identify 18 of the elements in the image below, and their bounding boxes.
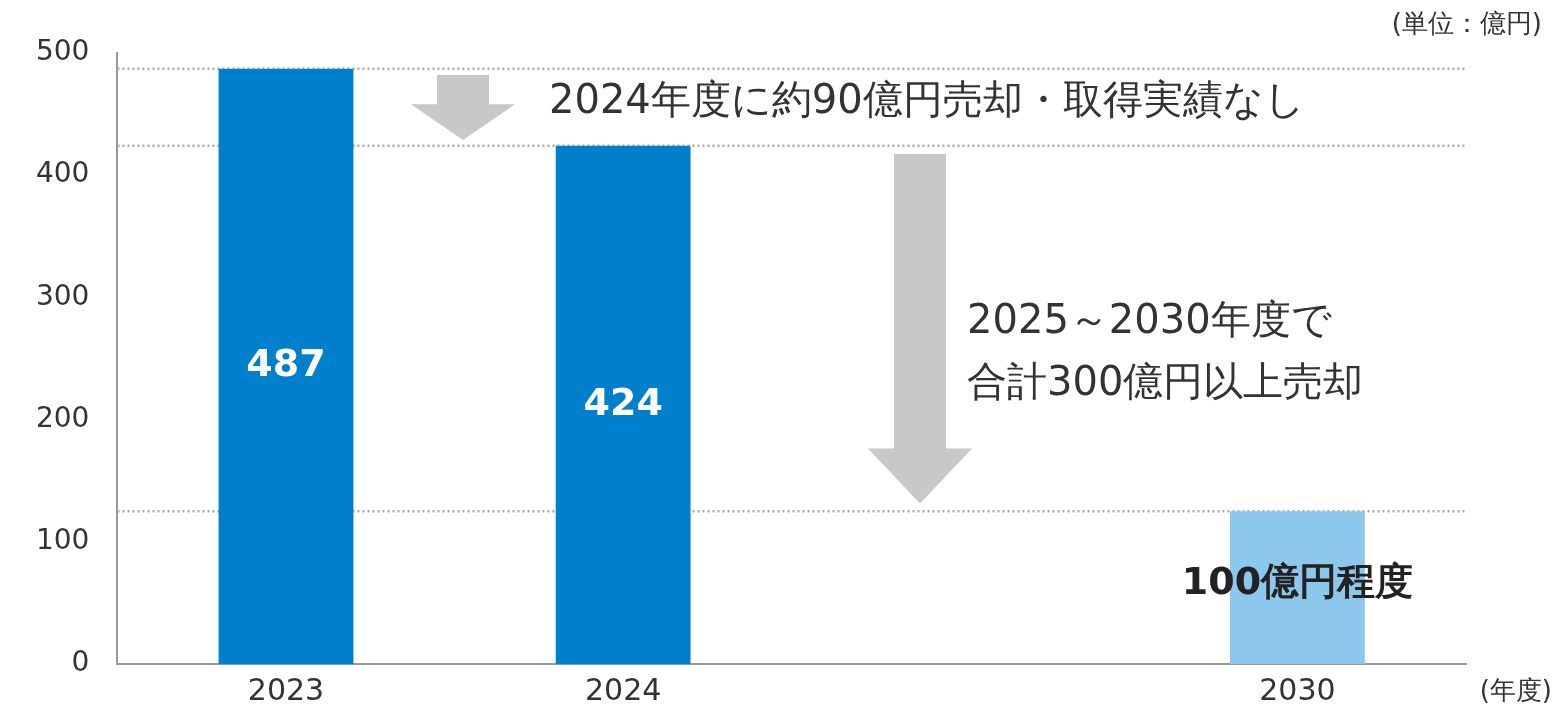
x-tick-label: 2024 xyxy=(584,671,662,707)
annotation: 2024年度に約90億円売却・取得実績なし xyxy=(548,76,1305,123)
annotation: 合計300億円以上売却 xyxy=(967,358,1364,405)
x-axis-title: (年度) xyxy=(1479,674,1552,705)
annotation: 2025～2030年度で xyxy=(967,296,1332,343)
y-tick-label: 300 xyxy=(35,278,90,312)
data-label: 487 xyxy=(246,341,326,386)
y-tick-label: 200 xyxy=(35,400,90,434)
x-tick-label: 2023 xyxy=(247,671,325,707)
y-axis-title: (単位：億円) xyxy=(1391,7,1542,38)
bar xyxy=(555,145,691,664)
y-tick-label: 500 xyxy=(35,34,90,68)
x-tick-label: 2030 xyxy=(1259,671,1336,707)
bar xyxy=(218,68,354,664)
y-tick-label: 100 xyxy=(35,523,90,557)
data-label: 424 xyxy=(583,379,663,424)
y-tick-label: 400 xyxy=(35,156,90,190)
y-tick-label: 0 xyxy=(71,645,90,679)
